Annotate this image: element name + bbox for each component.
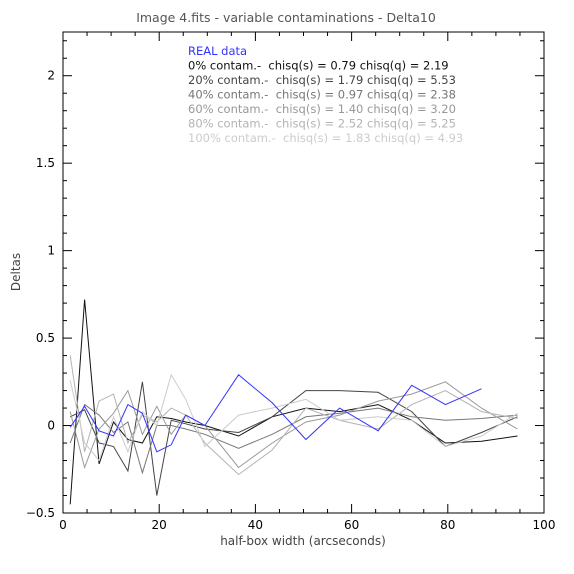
x-tick-label: 40 — [248, 518, 263, 532]
axis-ticks — [62, 32, 545, 514]
x-tick-label: 80 — [440, 518, 455, 532]
series-line-3 — [69, 403, 518, 475]
series-line-5 — [69, 355, 518, 476]
legend-entry: 80% contam.- chisq(s) = 2.52 chisq(q) = … — [188, 117, 456, 131]
series-line-6 — [69, 373, 518, 462]
x-tick-label: 60 — [344, 518, 359, 532]
x-tick-label: 0 — [59, 518, 67, 532]
legend-entry: REAL data — [188, 44, 247, 58]
y-tick-label: 1.5 — [36, 156, 55, 170]
series-line-2 — [69, 381, 518, 496]
x-tick-label: 100 — [533, 518, 556, 532]
y-tick-label: 2 — [47, 69, 55, 83]
y-tick-label: −0.5 — [26, 506, 55, 520]
legend-entry: 60% contam.- chisq(s) = 1.40 chisq(q) = … — [188, 102, 456, 116]
y-tick-label: 0.5 — [36, 331, 55, 345]
x-tick-label: 20 — [152, 518, 167, 532]
legend-entry: 20% contam.- chisq(s) = 1.79 chisq(q) = … — [188, 73, 456, 87]
legend-entry: 0% contam.- chisq(s) = 0.79 chisq(q) = 2… — [188, 59, 449, 73]
series-lines — [69, 299, 518, 505]
y-tick-label: 1 — [47, 244, 55, 258]
series-line-0 — [69, 374, 482, 453]
y-tick-label: 0 — [47, 419, 55, 433]
y-axis-label: Deltas — [9, 253, 23, 291]
x-axis-label: half-box width (arcseconds) — [220, 534, 386, 548]
chart-title: Image 4.fits - variable contaminations -… — [136, 10, 436, 25]
legend-entry: 40% contam.- chisq(s) = 0.97 chisq(q) = … — [188, 88, 456, 102]
axis-tick-labels: 0 20 40 60 80 100 −0.5 0 0.5 1 1.5 2 — [26, 69, 556, 532]
legend-entry: 100% contam.- chisq(s) = 1.83 chisq(q) =… — [188, 131, 463, 145]
